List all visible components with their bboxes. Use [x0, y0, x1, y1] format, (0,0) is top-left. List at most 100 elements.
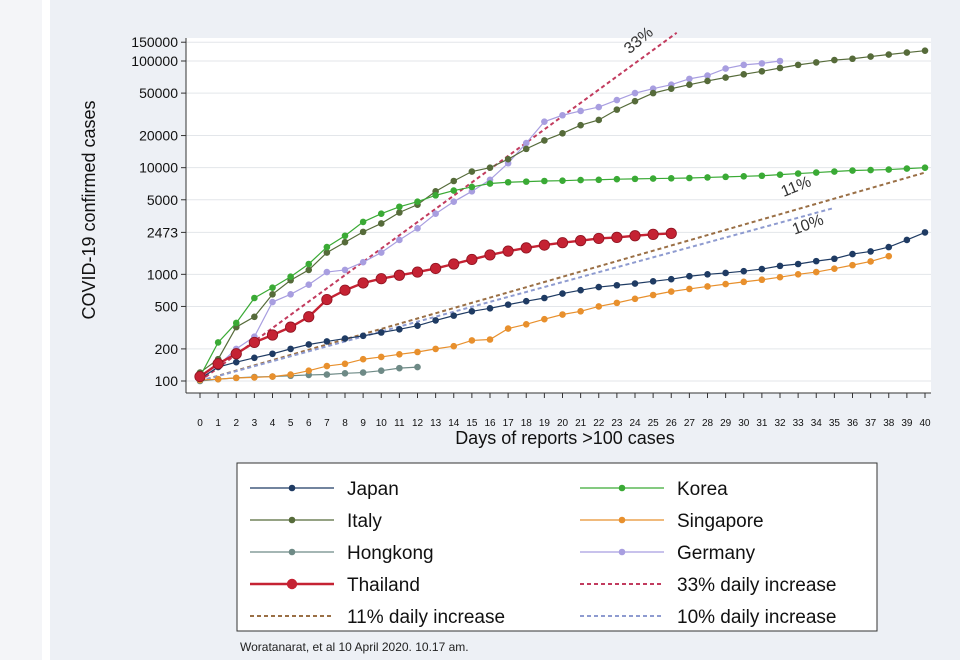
point-thailand-day-7 [321, 293, 333, 306]
point-japan-day-6 [305, 341, 313, 348]
point-korea-day-28 [704, 174, 711, 181]
point-singapore-day-21 [577, 308, 584, 315]
point-germany-day-12 [414, 225, 421, 232]
point-singapore-day-26 [667, 288, 675, 295]
point-germany-day-20 [559, 111, 566, 119]
point-thailand-day-2 [230, 348, 242, 360]
point-japan-day-17 [504, 301, 512, 308]
point-italy-day-23 [613, 106, 621, 113]
point-germany-day-11 [396, 236, 403, 244]
point-italy-day-21 [577, 121, 584, 129]
point-thailand-day-16 [484, 249, 496, 261]
point-singapore-day-8 [341, 360, 349, 368]
point-singapore-day-27 [686, 285, 693, 293]
point-korea-day-11 [396, 203, 403, 211]
point-singapore-day-2 [232, 374, 240, 382]
legend-swatch-marker-germany [618, 548, 626, 556]
x-tick-label-39: 39 [901, 418, 913, 429]
point-thailand-day-9 [357, 277, 369, 289]
x-tick-label-0: 0 [197, 418, 203, 429]
point-korea-day-4 [269, 284, 276, 291]
x-tick-label-21: 21 [575, 418, 587, 429]
point-hongkong-day-8 [341, 370, 349, 377]
point-italy-day-8 [341, 238, 349, 246]
point-korea-day-2 [232, 319, 240, 327]
x-tick-label-2: 2 [233, 418, 239, 429]
point-korea-day-14 [450, 187, 458, 194]
point-korea-day-29 [722, 173, 729, 181]
legend-entry-11-daily-increase: 11% daily increase [250, 607, 505, 628]
point-italy-day-40 [921, 47, 929, 54]
point-singapore-day-24 [631, 295, 639, 303]
point-japan-day-40 [921, 229, 929, 236]
point-japan-day-23 [613, 281, 621, 289]
point-japan-day-26 [667, 275, 675, 283]
point-italy-day-30 [740, 71, 748, 78]
point-thailand-day-4 [266, 329, 279, 341]
point-japan-day-8 [341, 335, 349, 342]
point-korea-day-37 [867, 166, 874, 174]
point-italy-day-22 [595, 116, 603, 124]
point-korea-day-15 [468, 183, 476, 191]
point-singapore-day-22 [595, 303, 603, 310]
legend-entry-korea: Korea [580, 479, 728, 500]
x-tick-label-29: 29 [720, 418, 732, 429]
point-germany-day-30 [740, 61, 748, 69]
point-italy-day-7 [323, 249, 331, 256]
point-japan-day-10 [377, 329, 385, 336]
legend-label-hongkong: Hongkong [347, 543, 434, 564]
point-singapore-day-34 [812, 268, 820, 276]
legend-label-korea: Korea [677, 479, 728, 500]
point-japan-day-37 [867, 248, 874, 255]
point-thailand-day-21 [575, 235, 587, 247]
point-germany-day-29 [722, 65, 729, 72]
y-ticks: 100 200 500 1000 2473 5000 10000 20000 50000 1000… [131, 34, 186, 389]
point-thailand-day-5 [285, 321, 297, 333]
point-italy-day-38 [885, 51, 893, 58]
legend-entry-japan: Japan [250, 479, 399, 500]
series-10-daily-increase [199, 206, 835, 382]
point-italy-day-25 [649, 89, 657, 97]
x-tick-label-28: 28 [702, 418, 714, 429]
point-italy-day-19 [541, 137, 548, 144]
source-note: Woratanarat, et al 10 April 2020. 10.17 … [240, 640, 469, 654]
x-tick-label-23: 23 [611, 418, 623, 429]
x-tick-label-10: 10 [376, 418, 388, 429]
legend-swatch-marker-thailand [286, 578, 298, 590]
point-korea-day-8 [341, 232, 349, 240]
legend-entry-thailand: Thailand [250, 575, 420, 596]
y-tick-label-200: 200 [155, 341, 179, 357]
legend-swatch-marker-singapore [618, 516, 626, 524]
legend-label-italy: Italy [347, 511, 382, 532]
point-thailand-day-3 [248, 336, 260, 349]
point-singapore-day-16 [486, 336, 494, 343]
point-italy-day-9 [359, 228, 367, 236]
x-tick-label-14: 14 [448, 418, 460, 429]
point-singapore-day-19 [541, 315, 548, 323]
point-singapore-day-36 [849, 261, 856, 269]
point-germany-day-28 [704, 72, 711, 79]
plot-area [186, 38, 931, 393]
point-japan-day-9 [359, 332, 367, 340]
point-italy-day-18 [522, 145, 530, 153]
point-singapore-day-11 [396, 350, 403, 358]
legend-label-singapore: Singapore [677, 511, 764, 532]
x-tick-label-12: 12 [412, 418, 424, 429]
point-singapore-day-33 [794, 271, 802, 278]
point-japan-day-18 [522, 297, 530, 305]
point-germany-day-27 [686, 75, 693, 83]
x-tick-label-36: 36 [847, 418, 859, 429]
point-germany-day-4 [269, 298, 276, 306]
point-singapore-day-25 [649, 291, 657, 299]
point-thailand-day-6 [303, 311, 315, 323]
point-singapore-day-10 [377, 353, 385, 361]
point-korea-day-10 [377, 210, 385, 218]
point-japan-day-4 [269, 350, 276, 358]
legend-label-germany: Germany [677, 543, 756, 564]
point-korea-day-23 [613, 175, 621, 183]
legend-entry-italy: Italy [250, 511, 382, 532]
point-korea-day-27 [686, 174, 693, 182]
point-germany-day-22 [595, 103, 603, 111]
point-japan-day-31 [758, 265, 766, 273]
point-singapore-day-4 [269, 373, 276, 380]
